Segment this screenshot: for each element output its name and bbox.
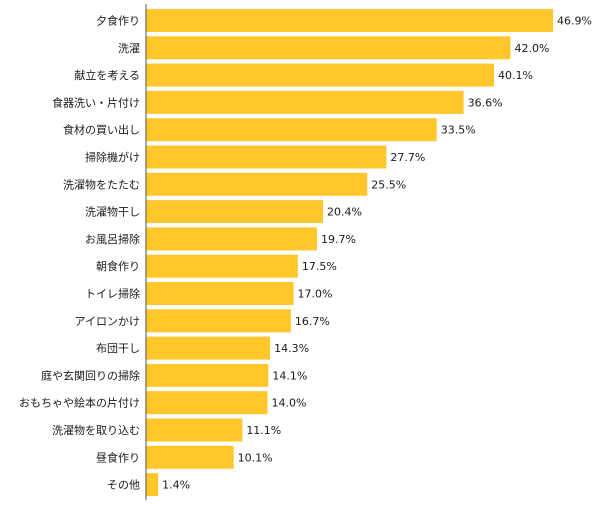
category-label: おもちゃや絵本の片付け xyxy=(19,396,140,410)
category-label: 庭や玄関回りの掃除 xyxy=(41,368,140,382)
category-label: 食器洗い・片付け xyxy=(52,95,140,109)
bar xyxy=(146,282,294,305)
bar xyxy=(146,63,494,87)
value-label: 40.1% xyxy=(498,69,533,82)
value-label: 10.1% xyxy=(238,451,273,464)
category-label: 洗濯 xyxy=(118,42,140,55)
category-label: 朝食作り xyxy=(96,259,140,273)
value-label: 46.9% xyxy=(557,15,592,28)
bar xyxy=(146,445,234,469)
bar xyxy=(146,200,324,224)
value-label: 20.4% xyxy=(327,206,362,219)
category-label: 掃除機がけ xyxy=(85,150,140,164)
value-label: 14.1% xyxy=(272,369,307,382)
bar xyxy=(146,36,511,60)
value-label: 11.1% xyxy=(246,424,281,437)
category-label: トイレ掃除 xyxy=(85,287,140,301)
bar xyxy=(146,172,368,196)
bar xyxy=(146,336,271,360)
category-label: 洗濯物干し xyxy=(85,205,140,219)
value-label: 19.7% xyxy=(321,233,356,246)
value-label: 36.6% xyxy=(468,96,503,109)
bar xyxy=(146,90,464,114)
category-label: お風呂掃除 xyxy=(85,232,140,246)
category-label: その他 xyxy=(107,479,140,492)
category-label: 洗濯物をたたむ xyxy=(63,177,140,191)
category-label: 献立を考える xyxy=(74,68,140,82)
category-label: 洗濯物を取り込む xyxy=(52,423,140,437)
value-label: 14.3% xyxy=(274,342,309,355)
value-label: 1.4% xyxy=(162,479,190,492)
bar xyxy=(146,118,437,142)
category-label: 昼食作り xyxy=(96,450,140,464)
bar xyxy=(146,254,298,278)
bar xyxy=(146,227,317,251)
category-label: 夕食作り xyxy=(96,14,140,28)
value-label: 25.5% xyxy=(371,178,406,191)
bar xyxy=(146,9,553,32)
value-label: 16.7% xyxy=(295,315,330,328)
value-label: 27.7% xyxy=(390,151,425,164)
bar xyxy=(146,391,268,415)
value-label: 33.5% xyxy=(441,124,476,137)
value-label: 14.0% xyxy=(271,397,306,410)
bar xyxy=(146,418,243,442)
bar xyxy=(146,363,269,387)
category-label: 食材の買い出し xyxy=(63,123,140,137)
category-label: 布団干し xyxy=(96,342,140,355)
bar xyxy=(146,145,387,169)
value-label: 17.5% xyxy=(302,260,337,273)
value-label: 42.0% xyxy=(514,42,549,55)
bar xyxy=(146,473,159,497)
value-label: 17.0% xyxy=(298,288,333,301)
category-label: アイロンかけ xyxy=(75,315,140,328)
bar xyxy=(146,309,291,333)
